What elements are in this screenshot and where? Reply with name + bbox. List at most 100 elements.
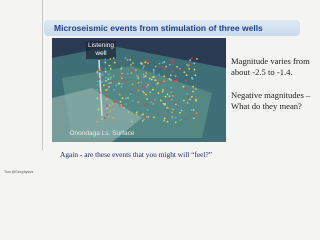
event-dot [158,62,161,65]
event-dot [163,117,166,120]
event-dot [110,76,112,79]
event-dot [182,85,185,88]
divider [42,0,43,150]
event-dot [112,57,115,60]
event-dot [168,77,171,80]
event-dot [167,98,170,101]
event-dot [192,109,195,111]
event-dot [171,107,173,110]
event-dot [105,86,108,88]
event-dot [153,76,155,78]
event-dot [146,108,149,111]
event-dot [183,71,186,73]
event-dot [182,99,185,102]
event-dot [184,87,187,90]
event-dot [96,106,99,109]
event-dot [125,97,127,100]
event-dot [113,88,116,91]
event-dot [96,97,99,100]
event-dot [150,101,153,103]
event-dot [174,116,177,119]
event-dot [187,91,189,94]
event-dot [186,63,188,66]
bullet: Negative magnitudes – What do they mean? [231,90,311,111]
event-dot [189,59,192,62]
event-dot [142,90,144,93]
event-dot [192,90,194,93]
event-dot [121,83,123,86]
event-dot [193,62,196,65]
event-dot [121,77,123,80]
event-dot [97,68,100,71]
event-dot [105,89,108,92]
event-dot [115,84,117,87]
event-dot [130,120,133,123]
event-dot [170,86,173,89]
event-dot [145,72,148,74]
event-dot [185,74,188,77]
slide: {"slide": {"title": "Microseismic events… [4,0,311,174]
event-dot [145,116,148,118]
event-dot [110,80,113,83]
event-dot [135,113,138,116]
event-dot [170,98,173,101]
event-dot [110,66,113,69]
event-dot [172,79,175,82]
event-dot [130,63,132,66]
event-dot [174,121,177,124]
event-dot [142,73,145,76]
event-dot [137,101,140,104]
event-dot [166,120,169,123]
event-dot [143,85,145,88]
event-dot [192,85,194,88]
event-dot [96,80,99,83]
event-dot [132,62,134,64]
event-dot [101,81,104,83]
event-dot [179,68,181,71]
event-dot [158,73,161,76]
event-dot [108,82,111,85]
event-dot [163,68,166,70]
event-dot [168,95,171,98]
event-dot [96,71,99,74]
event-dot [108,77,110,80]
event-dot [162,89,164,91]
event-dot [140,81,142,84]
event-dot [119,100,122,103]
event-dot [184,79,187,82]
event-dot [127,97,129,99]
event-dot [157,92,160,95]
event-dot [98,91,101,94]
event-dot [96,120,99,123]
event-dot [134,69,137,71]
event-dot [171,111,173,114]
event-dot [131,69,133,72]
event-dot [195,58,198,60]
event-dot [96,70,99,73]
event-dot [113,61,116,64]
event-dot [195,98,197,101]
surface-light [52,88,142,142]
event-dot [141,119,144,122]
event-dot [191,57,193,60]
event-dot [191,78,194,81]
event-dot [108,104,111,107]
event-dot [104,61,107,64]
event-dot [145,85,148,88]
event-dot [152,102,155,105]
event-dot [120,104,122,106]
events [96,57,198,124]
event-dot [123,106,125,109]
event-dot [190,95,193,98]
event-dot [153,71,155,73]
event-dot [179,111,181,114]
event-dot [194,74,197,77]
event-dot [113,108,115,111]
event-dot [126,72,129,75]
event-dot [165,65,168,68]
event-dot [119,73,122,75]
event-dot [142,113,144,116]
event-dot [147,115,150,118]
event-dot [171,116,174,118]
event-dot [171,63,174,66]
